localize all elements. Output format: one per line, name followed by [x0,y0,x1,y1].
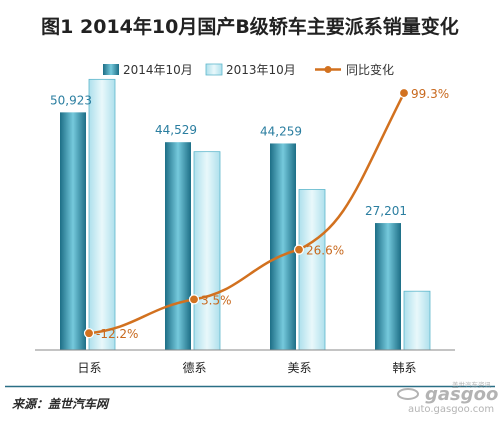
legend-swatch-2013 [205,63,223,76]
x-tick-label-1: 德系 [182,360,206,375]
bar-2014-3 [375,223,401,350]
bar-2013-0 [88,78,116,351]
bar-2014-1 [165,142,191,350]
yoy-label-0: -12.2% [96,327,138,341]
watermark-brand: gasgoo [425,384,498,405]
legend-label-yoy: 同比变化 [346,62,394,77]
yoy-point-3 [398,87,410,99]
x-tick-labels: 日系 德系 美系 韩系 [77,360,416,375]
chart-title: 图1 2014年10月国产B级轿车主要派系销量变化 [41,15,459,38]
bar-value-label-2014-0: 50,923 [50,93,92,107]
bars-layer: 50,923 44,529 44,259 27,201 [50,78,431,351]
yoy-line [88,92,406,335]
legend-line-marker [324,66,332,73]
source-label: 来源：盖世汽车网 [12,397,110,411]
watermark-logo-swoosh [397,388,419,400]
yoy-point-2 [293,244,305,255]
x-tick-label-3: 韩系 [392,360,416,375]
bar-value-label-2014-2: 44,259 [260,124,302,138]
yoy-label-1: 3.5% [201,293,232,307]
bar-2013-3 [403,290,431,351]
watermark: gasgoo 盖世汽车资讯 auto.gasgoo.com [397,380,498,415]
bar-2013-2 [298,189,326,351]
x-tick-label-0: 日系 [77,361,101,375]
x-tick-label-2: 美系 [287,361,311,375]
watermark-cn: 盖世汽车资讯 [452,380,492,389]
bar-2013-1 [193,151,221,351]
legend-label-2014: 2014年10月 [123,63,193,77]
yoy-line-layer: -12.2% 3.5% 26.6% 99.3% [83,87,449,341]
watermark-url: auto.gasgoo.com [408,404,494,415]
legend-swatch-2014 [103,64,119,75]
legend: 2014年10月 2013年10月 同比变化 [103,62,394,77]
bar-2014-0 [60,112,86,350]
yoy-label-2: 26.6% [306,244,344,258]
yoy-label-3: 99.3% [411,87,449,101]
bar-2014-2 [270,143,296,350]
bar-value-label-2014-1: 44,529 [155,123,197,137]
yoy-point-1 [188,294,200,305]
bar-value-label-2014-3: 27,201 [365,204,407,218]
yoy-point-0 [83,328,95,339]
legend-label-2013: 2013年10月 [226,63,296,77]
